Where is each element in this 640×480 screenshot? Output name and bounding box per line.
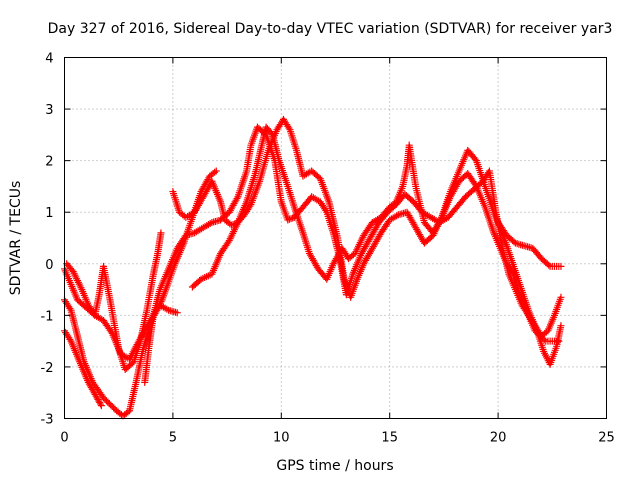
y-tick-label: 1 [45, 206, 53, 221]
data-point [284, 216, 292, 224]
data-point [536, 331, 544, 339]
y-tick-label: -1 [41, 309, 54, 324]
data-point [533, 328, 541, 336]
data-point [437, 215, 445, 223]
data-point [287, 215, 295, 223]
data-point [157, 229, 165, 237]
data-point [555, 337, 563, 345]
series-track-8 [494, 219, 565, 270]
data-point [96, 400, 104, 408]
data-point [212, 167, 220, 175]
plot-frame [64, 57, 607, 419]
data-point [557, 322, 565, 330]
x-tick-label: 10 [273, 431, 290, 446]
data-point [557, 293, 565, 301]
data-point [66, 335, 74, 343]
data-point [545, 261, 553, 269]
data-point [285, 124, 293, 132]
series-track-4 [63, 229, 165, 374]
x-tick-label: 0 [60, 431, 68, 446]
data-point [508, 268, 516, 276]
data-point [211, 168, 219, 176]
series-track-7 [188, 123, 563, 345]
data-point [557, 262, 565, 270]
x-tick-label: 20 [490, 431, 507, 446]
data-point [540, 336, 548, 344]
data-point [233, 194, 241, 202]
axis-ticks: 0 5 10 15 20 25 -3 -2 -1 0 1 2 3 4 [41, 52, 615, 446]
y-tick-label: 4 [45, 52, 53, 67]
data-points [61, 115, 565, 420]
chart-title: Day 327 of 2016, Sidereal Day-to-day VTE… [48, 21, 613, 37]
data-point [227, 221, 235, 229]
x-tick-label: 25 [598, 431, 615, 446]
y-tick-label: 3 [45, 103, 53, 118]
data-point [539, 334, 547, 342]
y-tick-label: -3 [41, 413, 54, 428]
x-tick-label: 5 [169, 431, 177, 446]
x-axis-label: GPS time / hours [276, 458, 393, 474]
series-track-1 [61, 327, 105, 410]
data-point [66, 304, 74, 312]
data-point [537, 333, 545, 341]
data-point [267, 129, 275, 137]
data-point [531, 327, 539, 335]
y-tick-label: 0 [45, 258, 53, 273]
y-axis-label: SDTVAR / TECUs [8, 181, 24, 296]
data-point [534, 330, 542, 338]
data-point [173, 309, 181, 317]
y-tick-label: 2 [45, 155, 53, 170]
y-tick-label: -2 [41, 361, 54, 376]
data-point [285, 215, 293, 223]
x-tick-label: 15 [381, 431, 398, 446]
data-point [97, 402, 105, 410]
